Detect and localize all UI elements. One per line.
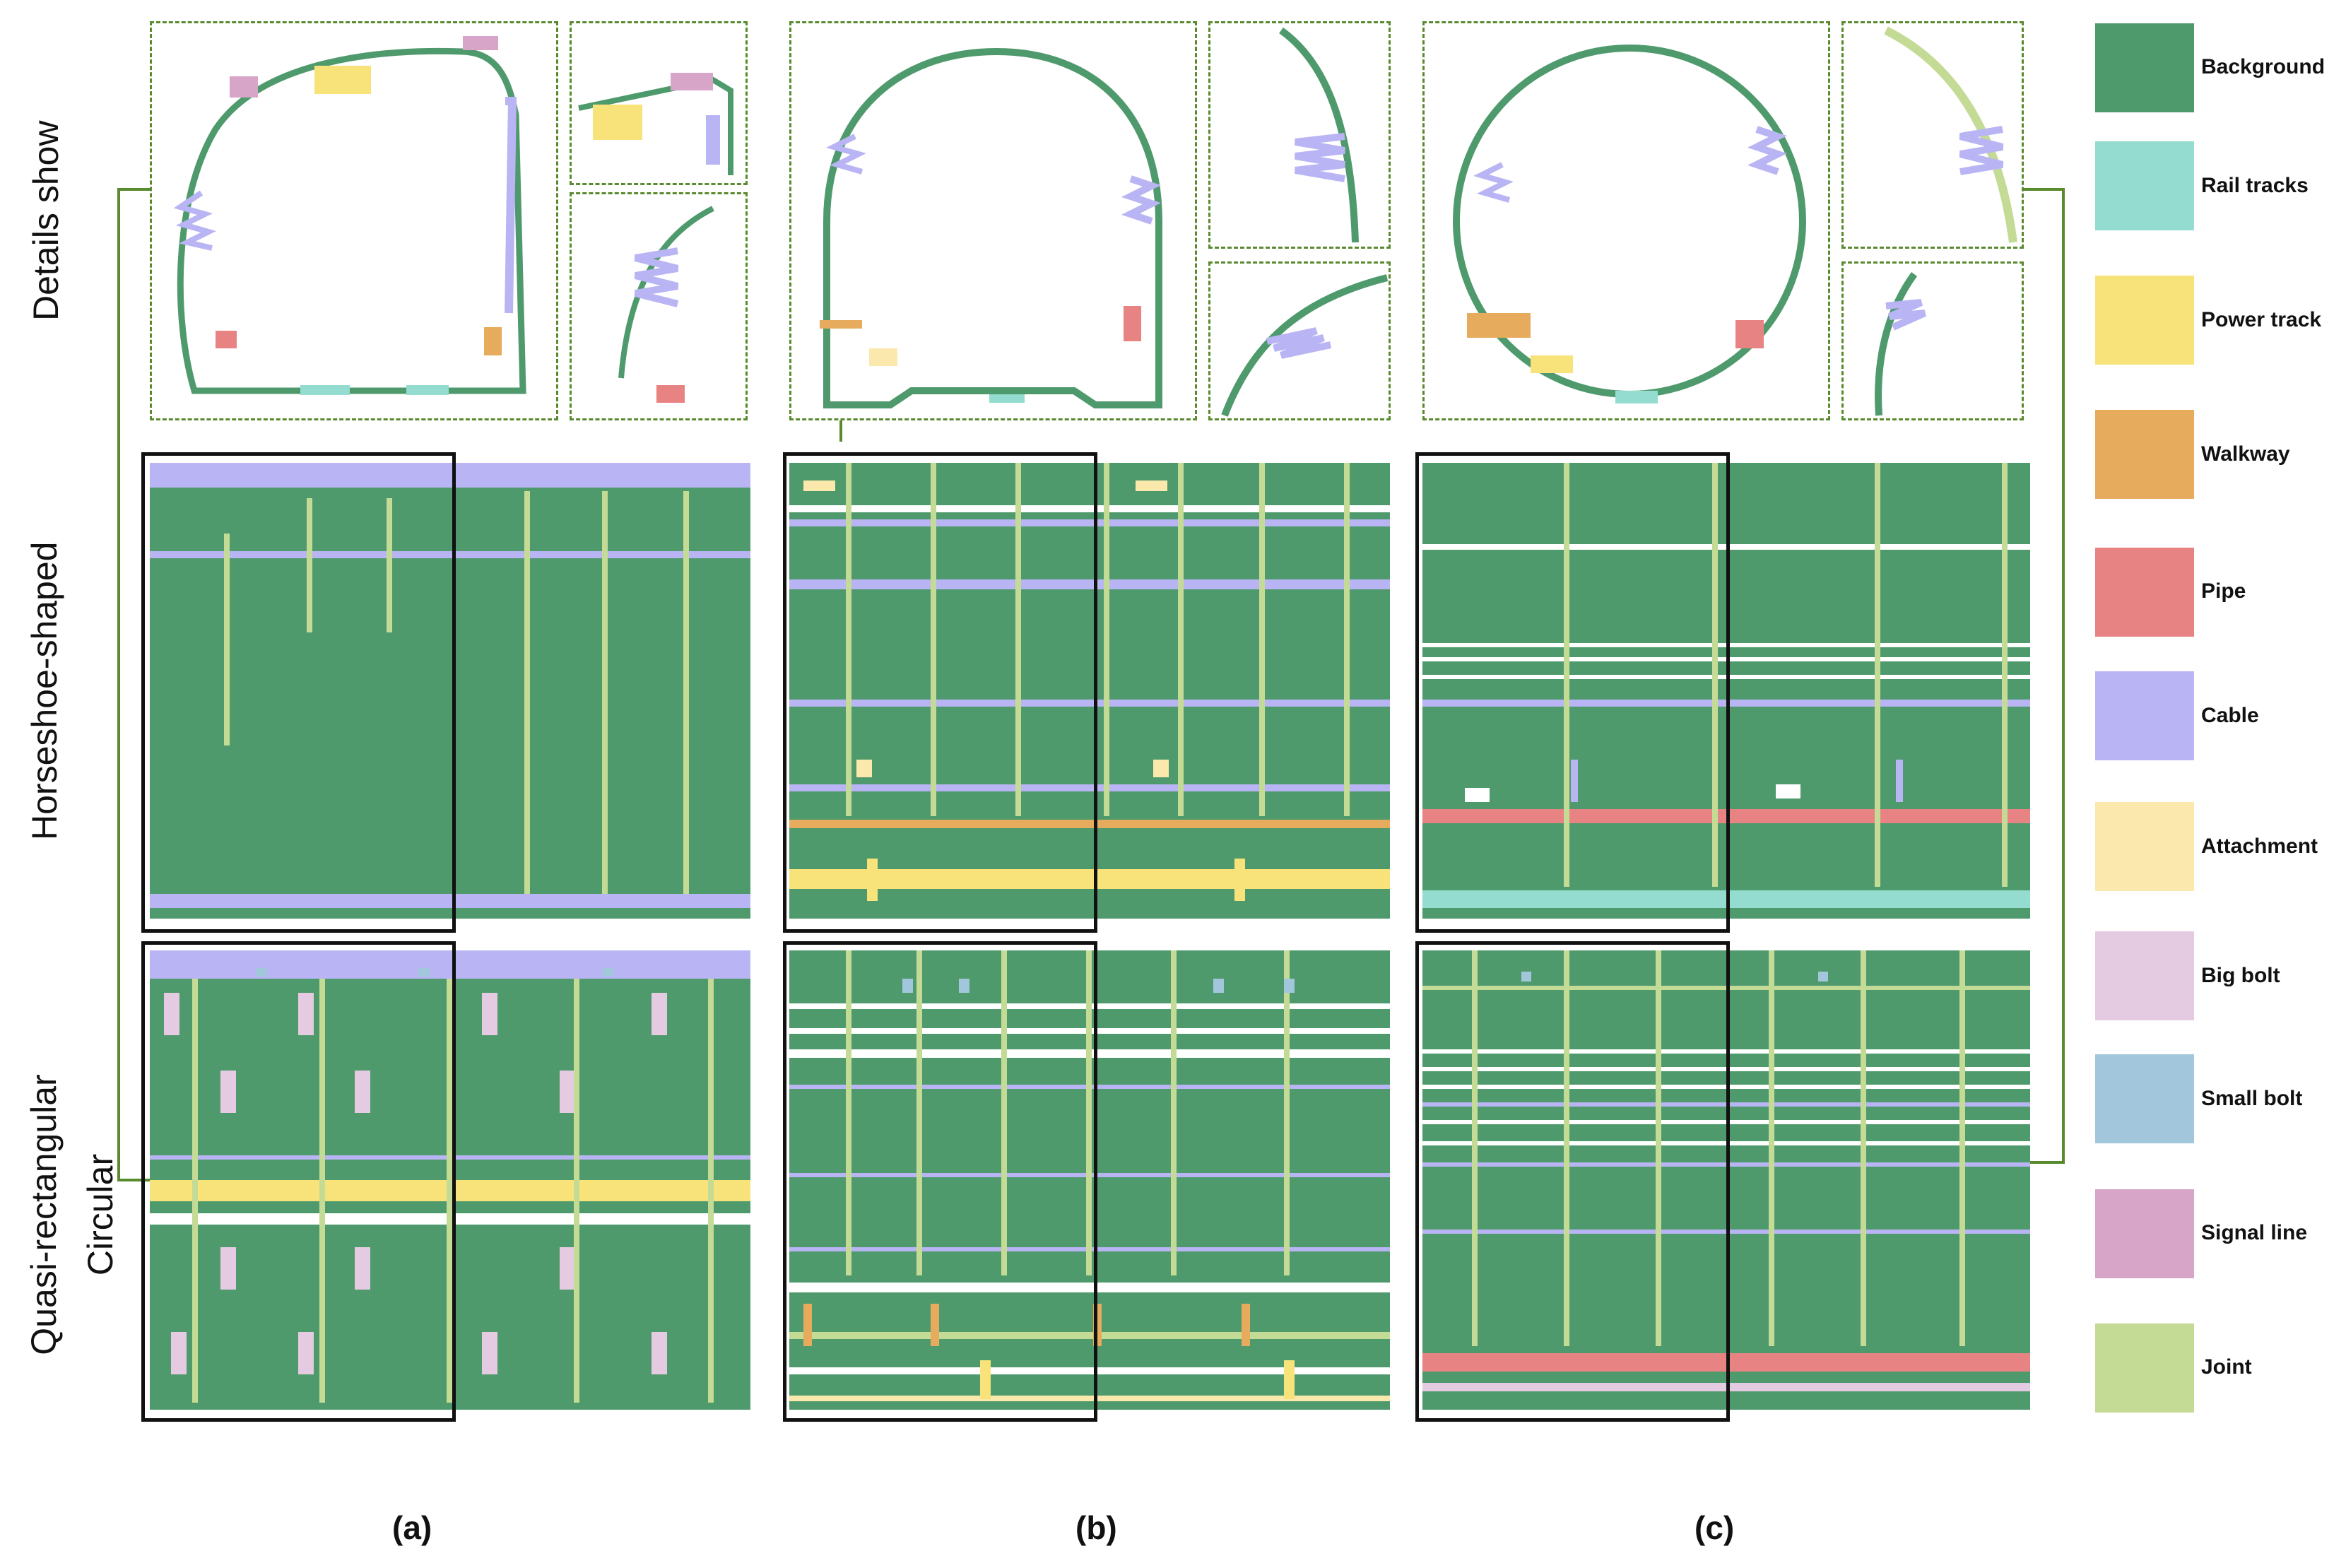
detail-box-c-top xyxy=(1841,21,2024,249)
legend-swatch-joint xyxy=(2095,1324,2194,1413)
legend-label-pipe: Pipe xyxy=(2201,579,2246,603)
unrolled-panel-b-quasi xyxy=(789,950,1390,1410)
caption-a: (a) xyxy=(392,1509,432,1546)
highlight-box-b-bottom xyxy=(783,941,1097,1422)
highlight-box-a-top xyxy=(141,452,456,933)
legend-swatch-attachment xyxy=(2095,802,2194,891)
legend-swatch-rail-tracks xyxy=(2095,141,2194,230)
tunnel-section-b xyxy=(820,47,1162,408)
panel-graphic xyxy=(789,950,1390,1401)
detail-box-b-bottom xyxy=(1208,261,1391,420)
legend-swatch-background xyxy=(2095,23,2194,112)
legend-swatch-power-track xyxy=(2095,276,2194,365)
legend-label-small-bolt: Small bolt xyxy=(2201,1087,2303,1110)
legend-label-joint: Joint xyxy=(2201,1355,2252,1379)
detail-zoom-b2 xyxy=(1221,274,1389,417)
caption-b: (b) xyxy=(1075,1509,1117,1546)
legend-label-big-bolt: Big bolt xyxy=(2201,964,2280,987)
legend-swatch-signal-line xyxy=(2095,1189,2194,1278)
legend-label-rail-tracks: Rail tracks xyxy=(2201,174,2309,197)
legend-label-attachment: Attachment xyxy=(2201,835,2318,858)
detail-zoom-a1 xyxy=(578,73,733,175)
detail-box-b-top xyxy=(1208,21,1391,249)
highlight-box-c-top xyxy=(1415,452,1730,933)
detail-zoom-c1 xyxy=(1884,26,2017,243)
legend-label-background: Background xyxy=(2201,55,2326,78)
detail-zoom-c2 xyxy=(1875,272,1927,416)
legend-label-cable: Cable xyxy=(2201,704,2259,727)
detail-box-b-main xyxy=(789,21,1197,420)
legend-label-power-track: Power track xyxy=(2201,308,2322,331)
panel-graphic xyxy=(150,950,750,1403)
legend-swatch-small-bolt xyxy=(2095,1054,2194,1143)
detail-zoom-a2 xyxy=(618,206,714,403)
unrolled-panel-b-horseshoe xyxy=(789,463,1390,919)
detail-box-a-bottom xyxy=(570,192,748,420)
legend-swatch-big-bolt xyxy=(2095,931,2194,1020)
unrolled-panel-a-horseshoe xyxy=(150,463,750,919)
detail-box-a-main xyxy=(150,21,558,420)
legend-swatch-walkway xyxy=(2095,410,2194,499)
legend-label-walkway: Walkway xyxy=(2201,442,2290,466)
highlight-box-b-top xyxy=(783,452,1097,933)
panel-graphic xyxy=(150,463,750,908)
highlight-box-c-bottom xyxy=(1415,941,1730,1422)
caption-c: (c) xyxy=(1694,1509,1735,1546)
detail-box-c-bottom xyxy=(1841,261,2024,420)
legend-swatch-pipe xyxy=(2095,548,2194,637)
legend-swatch-cable xyxy=(2095,671,2194,760)
detail-box-c-main xyxy=(1422,21,1830,420)
panel-graphic xyxy=(789,463,1390,901)
detail-box-a-top xyxy=(570,21,748,185)
tunnel-section-a xyxy=(173,36,526,395)
legend-label-signal-line: Signal line xyxy=(2201,1221,2308,1244)
highlight-box-a-bottom xyxy=(141,941,456,1422)
unrolled-panel-a-quasi xyxy=(150,950,750,1410)
detail-zoom-b1 xyxy=(1279,27,1359,243)
tunnel-section-c xyxy=(1453,45,1806,403)
